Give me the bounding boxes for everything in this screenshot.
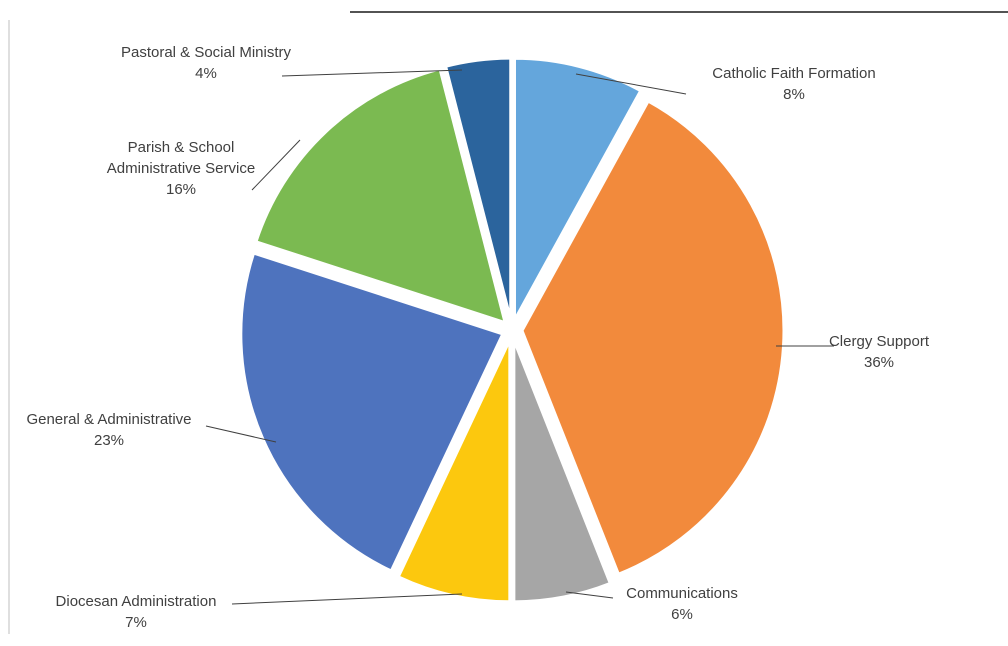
leader-line-catholic-faith-formation	[575, 73, 687, 95]
data-label-catholic-faith-formation: Catholic Faith Formation 8%	[712, 65, 875, 103]
data-label-pastoral-and-social-ministry: Pastoral & Social Ministry 4%	[121, 44, 292, 82]
leader-line-general-and-administrative	[205, 425, 277, 443]
data-label-clergy-support: Clergy Support 36%	[829, 333, 930, 371]
pie-slice-pastoral-and-social-ministry	[443, 56, 513, 321]
pie-slice-communications	[512, 339, 613, 604]
slices-layer	[239, 56, 786, 604]
leader-line-communications	[565, 591, 614, 599]
pie-slice-parish-and-school-administrative-service	[254, 67, 508, 325]
data-label-parish-and-school-administrative-service: Parish & School Administrative Service 16%	[107, 139, 255, 198]
data-labels: Catholic Faith Formation 8% Clergy Support…	[26, 44, 929, 631]
pie-slice-diocesan-administration	[396, 339, 512, 604]
leader-line-parish-and-school-administrative-service	[251, 139, 301, 191]
leader-line-pastoral-and-social-ministry	[281, 69, 463, 77]
pie-slice-catholic-faith-formation	[512, 56, 643, 322]
leader-lines	[205, 69, 834, 605]
data-label-diocesan-administration: Diocesan Administration 7%	[56, 593, 217, 631]
pie-slice-general-and-administrative	[239, 251, 505, 574]
pie-slice-clergy-support	[520, 99, 786, 577]
data-label-communications: Communications 6%	[626, 585, 738, 623]
data-label-general-and-administrative: General & Administrative 23%	[26, 411, 191, 449]
leader-line-diocesan-administration	[231, 593, 463, 605]
